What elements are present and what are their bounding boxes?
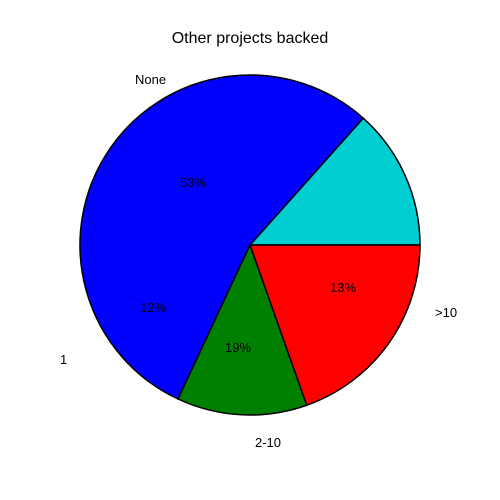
pct-label-1: 12% <box>140 300 166 315</box>
pct-label-none: 53% <box>180 175 206 190</box>
slice-label-none: None <box>135 72 166 87</box>
slice-label-1: 1 <box>60 352 67 367</box>
pct-label-gt10: 13% <box>330 280 356 295</box>
pct-label-2-10: 19% <box>225 340 251 355</box>
slice-label-gt10: >10 <box>435 305 457 320</box>
chart-title: Other projects backed <box>0 30 500 48</box>
slice-label-2-10: 2-10 <box>255 435 281 450</box>
pie-chart <box>75 70 425 420</box>
